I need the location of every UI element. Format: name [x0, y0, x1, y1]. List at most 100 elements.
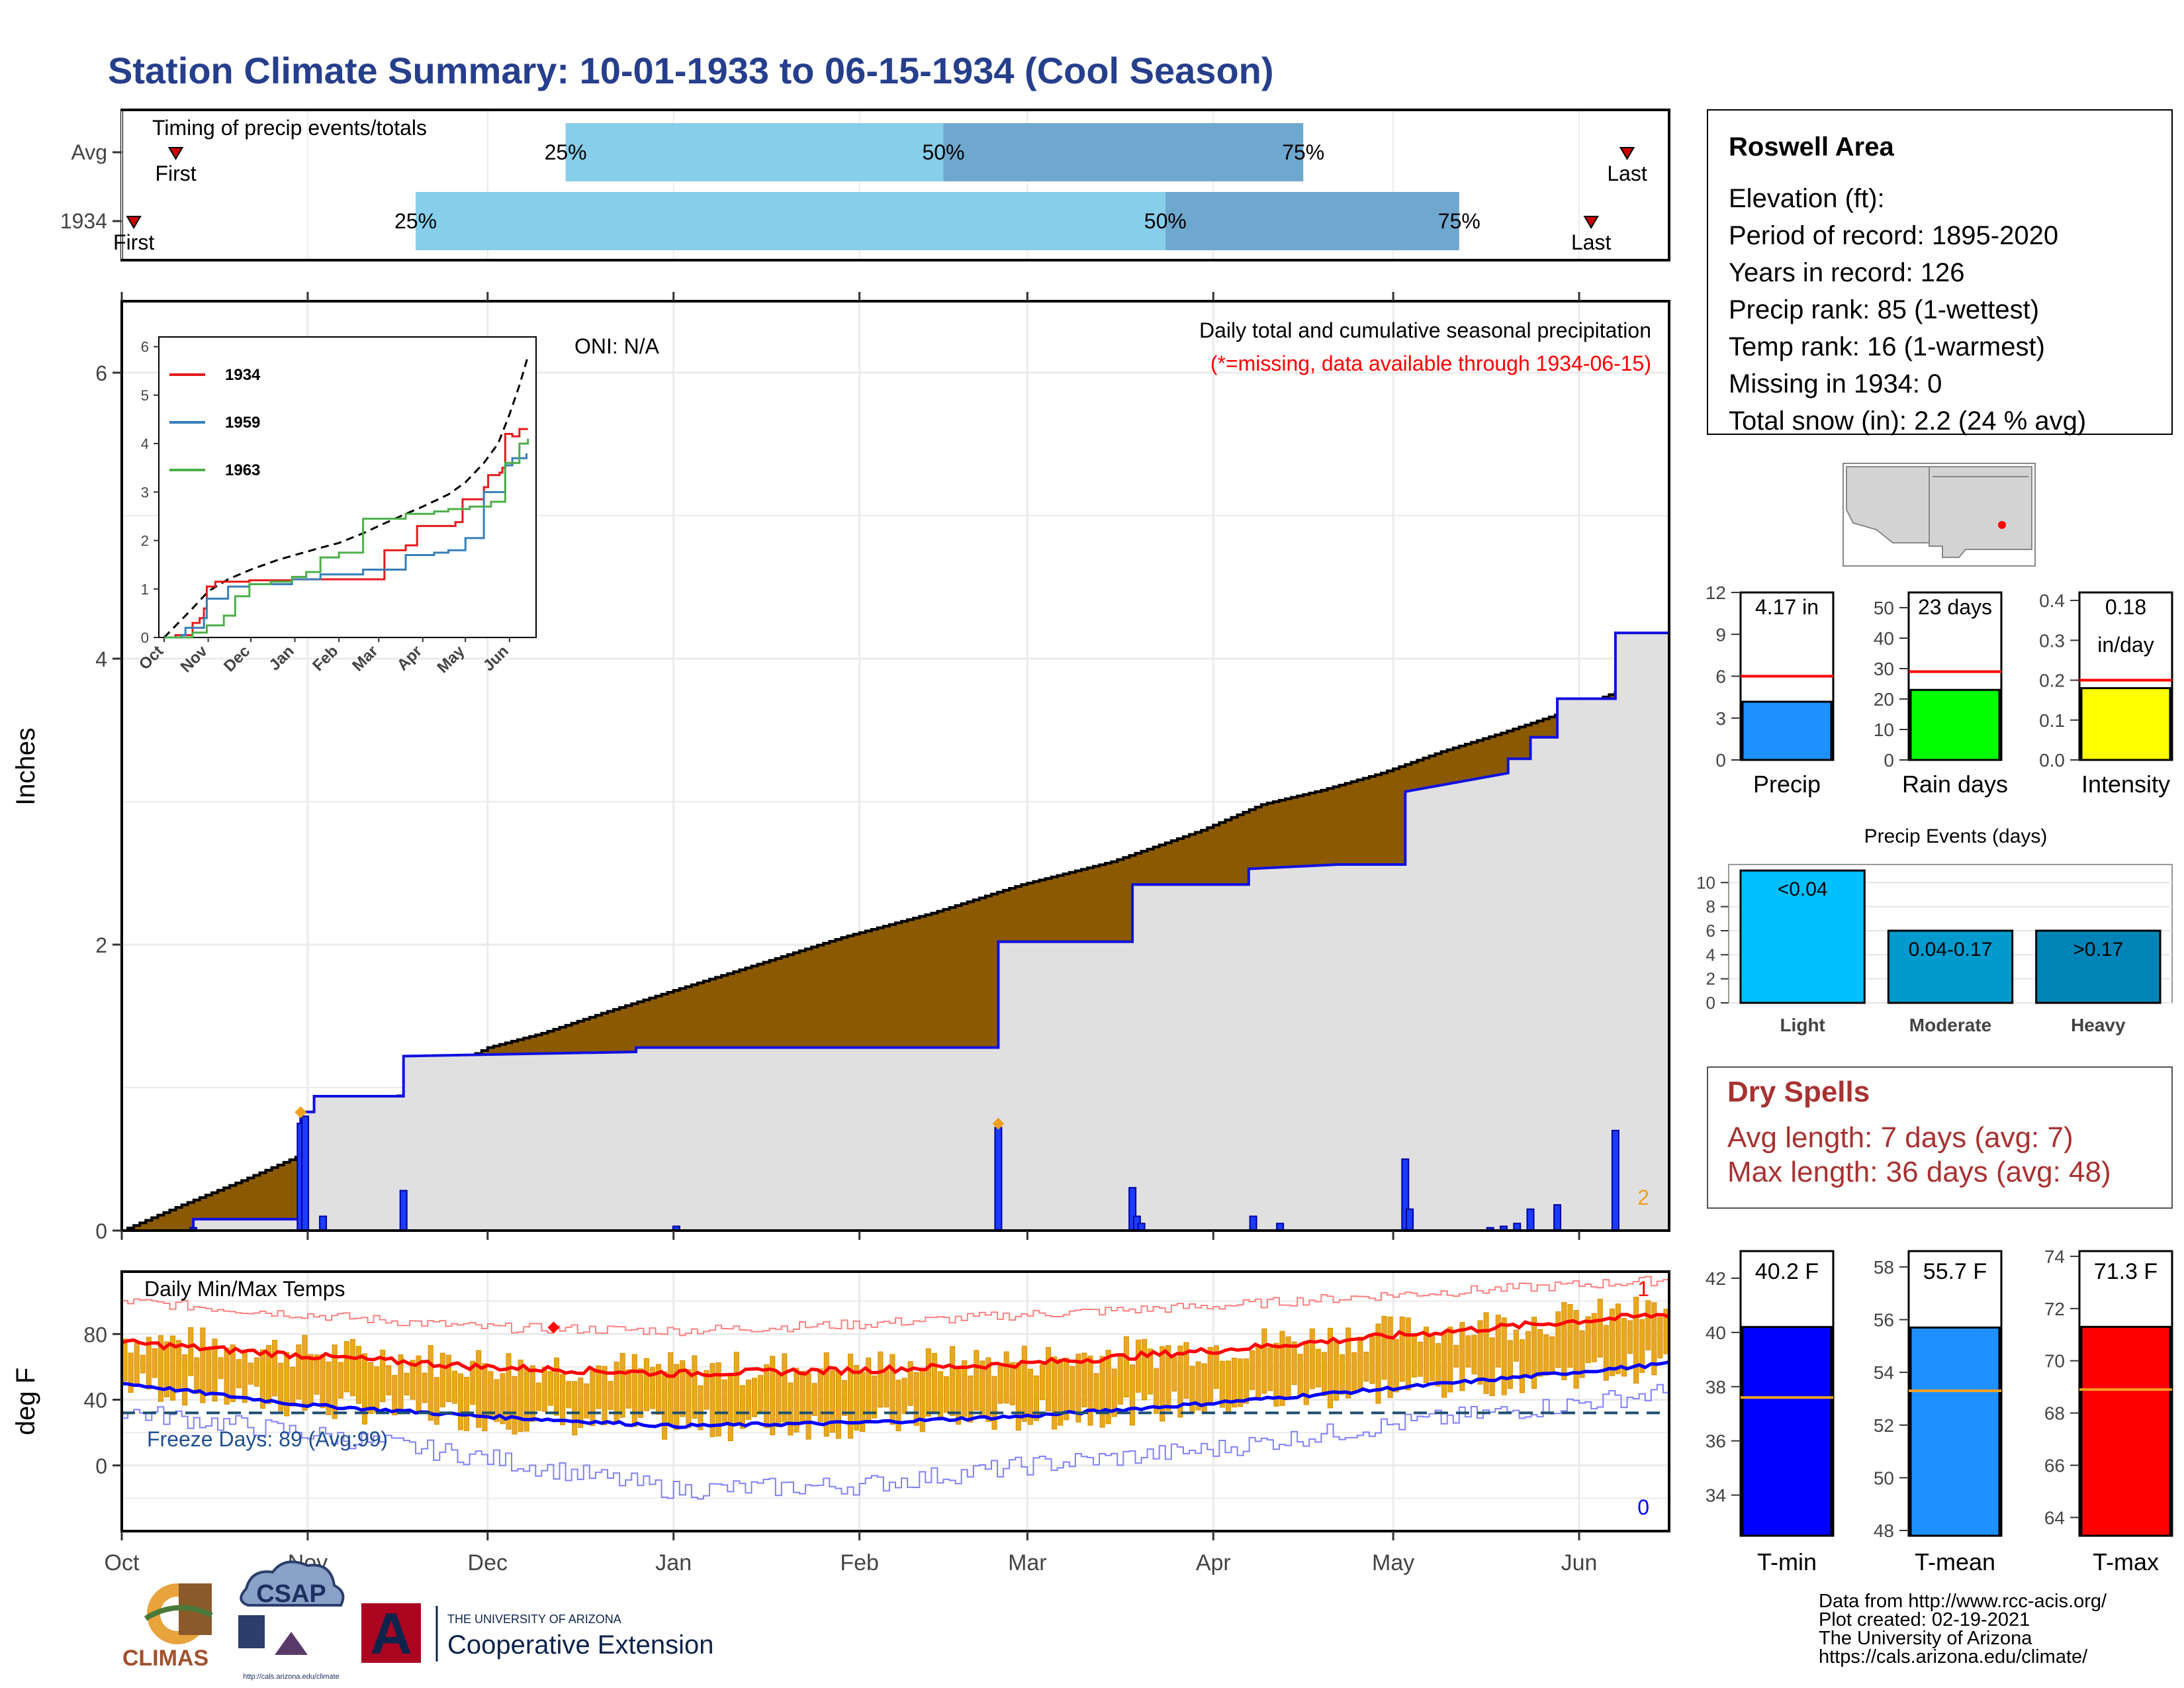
mini-bar-label: Rain days — [1902, 771, 2008, 798]
daily-temp-bar — [200, 1327, 206, 1403]
daily-temp-bar — [218, 1357, 224, 1380]
daily-temp-bar — [584, 1383, 590, 1419]
month-axis-label: Feb — [840, 1550, 879, 1575]
precip-ytick-label: 4 — [95, 647, 107, 671]
daily-temp-bar — [422, 1372, 428, 1403]
daily-temp-bar — [506, 1353, 512, 1430]
mini-bar-value-label: 0.18 — [2105, 595, 2146, 619]
daily-temp-bar — [1621, 1317, 1627, 1377]
daily-temp-bar — [386, 1365, 392, 1395]
daily-temp-bar — [1633, 1296, 1639, 1384]
daily-temp-bar — [1081, 1352, 1087, 1408]
daily-temp-bar — [1387, 1317, 1393, 1398]
timing-first-label: First — [113, 230, 154, 254]
daily-temp-bar — [1585, 1316, 1591, 1364]
month-axis-label: Jan — [655, 1550, 692, 1575]
daily-temp-bar — [392, 1375, 398, 1416]
timing-title: Timing of precip events/totals — [152, 116, 427, 140]
temp-bar-tick-label: 42 — [1706, 1268, 1726, 1289]
daily-temp-bar — [302, 1335, 308, 1411]
daily-temp-bar — [643, 1358, 649, 1411]
daily-temp-bar — [529, 1365, 535, 1422]
month-axis-label: Jun — [1561, 1550, 1598, 1575]
daily-temp-bar — [445, 1354, 451, 1403]
dry-spells-box: Dry Spells Avg length: 7 days (avg: 7) M… — [1707, 1066, 2173, 1209]
precip-corner-note: 2 — [1637, 1186, 1649, 1209]
daily-temp-bar — [308, 1354, 314, 1406]
temp-bar-tick-label: 74 — [2044, 1246, 2065, 1267]
daily-temp-bar — [1495, 1315, 1501, 1368]
daily-temp-bar — [1225, 1360, 1231, 1415]
daily-temp-bar — [230, 1344, 236, 1402]
timing-first-label: First — [155, 162, 196, 185]
daily-temp-bar — [1615, 1303, 1621, 1374]
daily-temp-bar — [727, 1375, 733, 1442]
daily-temp-bar — [1513, 1329, 1519, 1362]
daily-temp-bar — [134, 1341, 140, 1385]
info-temp-rank: Temp rank: 16 (1-warmest) — [1729, 332, 2045, 361]
dry-spells-title: Dry Spells — [1727, 1076, 1870, 1108]
daily-temp-bar — [1009, 1362, 1015, 1405]
daily-temp-bar — [721, 1379, 727, 1425]
temp-bar-value — [2080, 1325, 2171, 1537]
footer-line-url: https://cals.arizona.edu/climate/ — [1819, 1646, 2088, 1667]
daily-temp-bar — [1345, 1327, 1351, 1399]
daily-precip-bar — [1611, 1129, 1619, 1232]
daily-temp-bar — [764, 1364, 770, 1429]
temp-bar-tick-label: 34 — [1706, 1485, 1726, 1506]
daily-temp-bar — [1315, 1348, 1321, 1388]
page-title: Station Climate Summary: 10-01-1933 to 0… — [108, 50, 1274, 91]
temp-bar-tick-label: 40 — [1706, 1323, 1726, 1343]
inset-ytick-label: 0 — [141, 630, 149, 646]
daily-temp-bar — [854, 1365, 860, 1430]
daily-temp-bar — [1393, 1338, 1399, 1393]
csap-logo: CSAP http://cals.arizona.edu/climate — [238, 1560, 345, 1681]
avg-max-line — [121, 1312, 1670, 1378]
mini-bar-tick-label: 0.0 — [2039, 750, 2065, 771]
daily-temp-bar — [848, 1354, 854, 1439]
mini-bar-tick-label: 0.1 — [2039, 710, 2065, 731]
daily-temp-bar — [889, 1354, 895, 1425]
month-axis-label: May — [1372, 1550, 1414, 1575]
event-bar-label: 0.04-0.17 — [1909, 939, 1993, 961]
inset-ytick-label: 3 — [141, 484, 149, 500]
daily-temp-bar — [248, 1362, 253, 1385]
daily-temp-bar — [439, 1352, 445, 1407]
daily-temp-bar — [1207, 1346, 1213, 1403]
temps-title: Daily Min/Max Temps — [144, 1277, 345, 1301]
daily-temp-bar — [464, 1377, 470, 1431]
daily-temp-bar — [878, 1351, 884, 1408]
mini-bar-value — [1909, 688, 2001, 761]
daily-temp-bar — [1273, 1342, 1279, 1407]
daily-temp-bar — [997, 1365, 1003, 1404]
temps-ytick-label: 80 — [83, 1323, 107, 1346]
events-tick-label: 6 — [1706, 921, 1715, 941]
daily-temp-bar — [1327, 1327, 1334, 1409]
daily-temp-bar — [578, 1378, 584, 1428]
daily-temp-bar — [368, 1362, 374, 1414]
daily-temp-bar — [1441, 1332, 1447, 1398]
temp-bar-value-label: 71.3 F — [2094, 1259, 2158, 1284]
daily-temp-bar — [1142, 1338, 1148, 1401]
daily-temp-bar — [122, 1338, 128, 1382]
daily-temp-bar — [494, 1379, 500, 1422]
precip-ytick-label: 6 — [95, 361, 107, 385]
daily-temp-bar — [320, 1354, 326, 1409]
daily-temp-bar — [805, 1373, 811, 1440]
daily-temp-bar — [1417, 1341, 1423, 1377]
daily-temp-bar — [1597, 1298, 1603, 1358]
precip-chart-subtitle: (*=missing, data available through 1934-… — [1210, 352, 1651, 375]
daily-temp-bar — [608, 1381, 614, 1410]
timing-panel: Timing of precip events/totals 25% 50% 75%… — [60, 109, 1670, 261]
temps-panel: Daily Min/Max Temps Freeze Days: 89 (Avg… — [11, 1270, 1670, 1540]
inset-legend-label: 1963 — [225, 461, 260, 479]
temp-bar-value-label: 55.7 F — [1923, 1259, 1987, 1284]
daily-temp-bar — [1052, 1356, 1058, 1430]
daily-temp-bar — [794, 1368, 799, 1432]
timing-p25-label: 25% — [545, 140, 587, 164]
logos: CLIMAS CSAP http://cals.arizona.edu/clim… — [122, 1560, 713, 1681]
daily-temp-bar — [625, 1369, 631, 1409]
daily-temp-bar — [1021, 1346, 1027, 1422]
